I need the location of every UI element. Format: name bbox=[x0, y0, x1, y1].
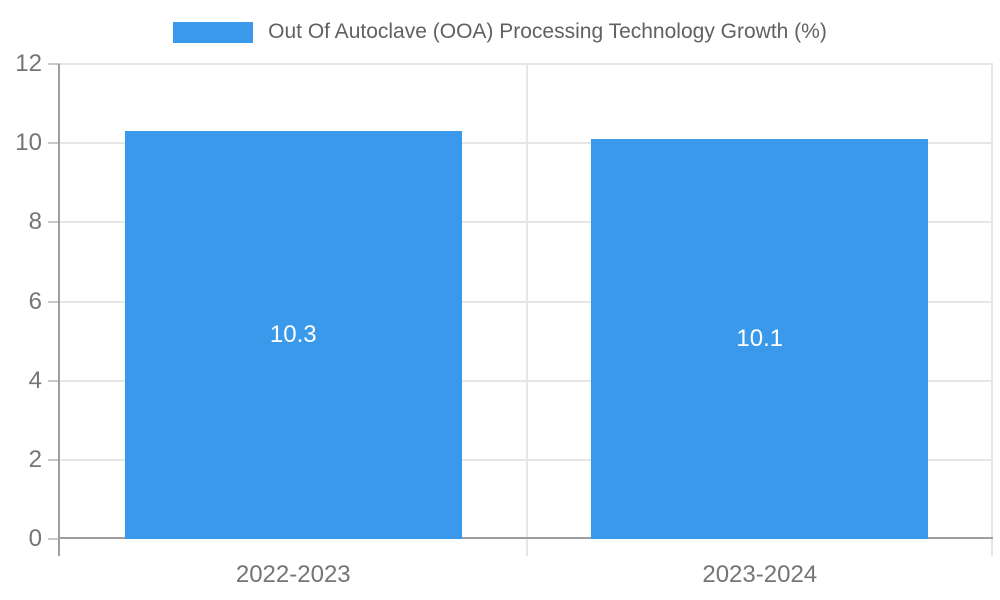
y-tick-mark bbox=[48, 379, 60, 382]
y-tick-mark bbox=[48, 300, 60, 303]
legend-label: Out Of Autoclave (OOA) Processing Techno… bbox=[268, 20, 827, 43]
y-tick-label: 8 bbox=[28, 208, 42, 236]
legend-swatch bbox=[173, 21, 254, 43]
y-tick-mark bbox=[48, 538, 60, 540]
y-tick-label: 12 bbox=[15, 50, 42, 77]
bar[interactable] bbox=[124, 131, 462, 539]
bar[interactable] bbox=[591, 139, 929, 539]
y-tick-label: 0 bbox=[28, 525, 42, 552]
bar-value-label: 10.1 bbox=[736, 325, 784, 353]
y-tick-label: 10 bbox=[15, 129, 42, 157]
y-axis-line bbox=[58, 64, 60, 556]
y-tick-label: 2 bbox=[28, 445, 42, 473]
y-tick-mark bbox=[48, 458, 60, 461]
y-tick-label: 6 bbox=[28, 287, 42, 315]
bar-value-label: 10.3 bbox=[269, 321, 317, 349]
chart-legend[interactable]: Out Of Autoclave (OOA) Processing Techno… bbox=[0, 18, 1000, 46]
y-tick-mark bbox=[48, 142, 60, 145]
x-axis-label: 2022-2023 bbox=[235, 561, 351, 588]
y-tick-label: 4 bbox=[28, 366, 42, 394]
y-tick-mark bbox=[48, 221, 60, 224]
category-divider bbox=[525, 64, 528, 556]
x-axis-label: 2023-2024 bbox=[702, 561, 818, 588]
plot-right-border bbox=[991, 64, 993, 556]
x-axis-line bbox=[58, 537, 993, 539]
y-tick-mark bbox=[48, 63, 60, 65]
